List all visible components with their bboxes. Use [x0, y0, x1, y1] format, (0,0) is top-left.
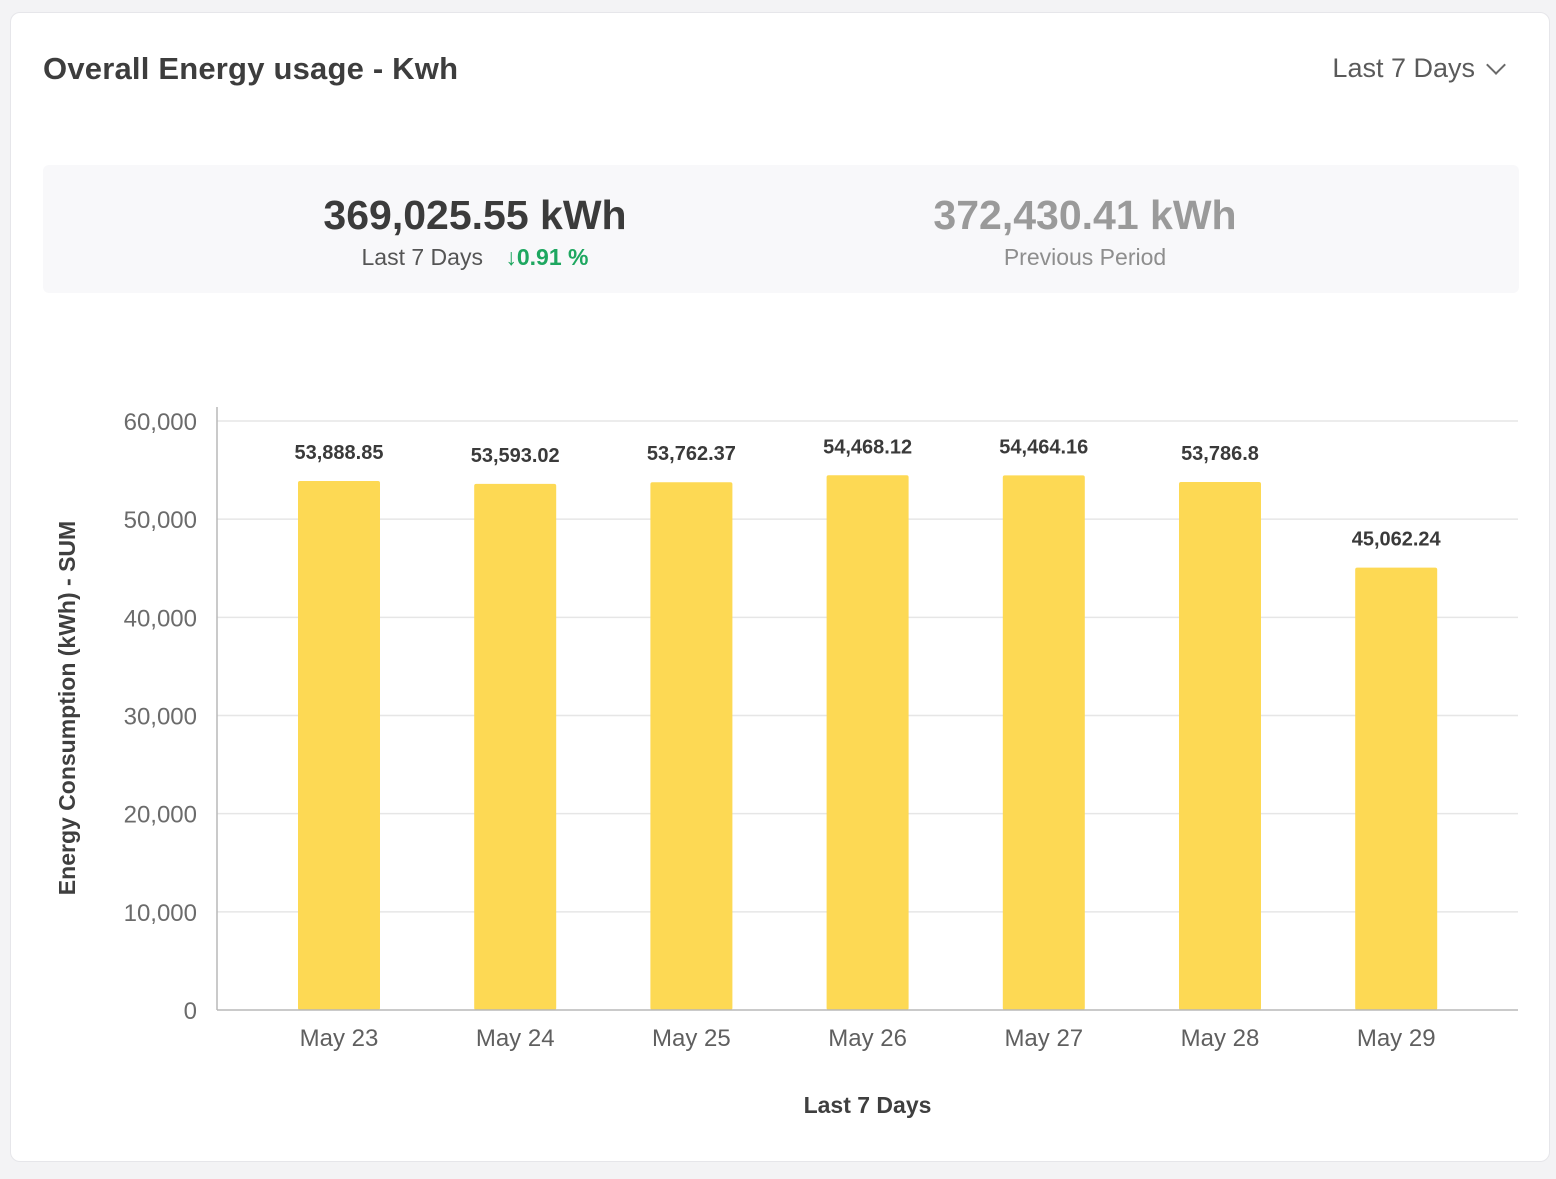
x-tick-labels: May 23 May 24 May 25 May 26 May 27 May 28 May … — [300, 1025, 1436, 1052]
bar[interactable] — [474, 483, 557, 1011]
bar-value-label: 54,468.12 — [823, 436, 912, 458]
x-tick-label: May 25 — [652, 1025, 731, 1052]
bar-value-label: 53,593.02 — [471, 445, 560, 467]
current-period-metric: 369,025.55 kWh Last 7 Days ↓0.91 % — [175, 191, 775, 273]
y-tick-label: 30,000 — [124, 704, 197, 731]
y-tick-labels: 0 10,000 20,000 30,000 40,000 50,000 60,000 — [124, 409, 197, 1025]
x-axis-label: Last 7 Days — [804, 1092, 932, 1118]
y-tick-label: 0 — [184, 998, 197, 1025]
y-tick-label: 60,000 — [124, 409, 197, 436]
previous-period-value: 372,430.41 kWh — [933, 192, 1237, 238]
current-period-value: 369,025.55 kWh — [323, 192, 627, 238]
bar[interactable] — [1355, 567, 1438, 1010]
bar-value-label: 45,062.24 — [1352, 529, 1442, 551]
current-period-label: Last 7 Days — [361, 244, 483, 270]
bar[interactable] — [1002, 475, 1085, 1010]
bar-value-label: 54,464.16 — [999, 436, 1088, 458]
y-tick-label: 40,000 — [124, 605, 197, 632]
x-tick-label: May 27 — [1004, 1025, 1083, 1052]
card-title: Overall Energy usage - Kwh — [43, 51, 459, 86]
bar-value-labels: 53,888.85 53,593.02 53,762.37 54,468.12 54,4… — [295, 436, 1442, 550]
bar[interactable] — [1179, 481, 1261, 1010]
period-selector-value: Last 7 Days — [1332, 53, 1475, 83]
summary-panel: 369,025.55 kWh Last 7 Days ↓0.91 % 372,4… — [43, 165, 1519, 293]
x-tick-label: May 28 — [1181, 1025, 1260, 1052]
x-tick-label: May 29 — [1357, 1025, 1436, 1052]
previous-period-metric: 372,430.41 kWh Previous Period — [785, 191, 1385, 273]
bar[interactable] — [826, 475, 909, 1010]
change-percent: 0.91 % — [516, 244, 589, 270]
y-tick-label: 10,000 — [124, 900, 197, 927]
bar-value-label: 53,888.85 — [295, 442, 384, 464]
x-tick-label: May 24 — [476, 1025, 555, 1052]
x-tick-label: May 23 — [300, 1025, 379, 1052]
arrow-down-icon: ↓ — [505, 244, 517, 270]
bars — [298, 475, 1438, 1011]
bar-value-label: 53,762.37 — [647, 443, 736, 465]
energy-usage-card: Overall Energy usage - Kwh Last 7 Days 3… — [10, 12, 1550, 1162]
y-tick-label: 50,000 — [124, 507, 197, 534]
x-tick-label: May 26 — [828, 1025, 907, 1052]
bar-value-label: 53,786.8 — [1181, 443, 1259, 465]
bar[interactable] — [298, 480, 380, 1011]
change-badge: ↓0.91 % — [505, 244, 588, 270]
bar[interactable] — [650, 482, 733, 1010]
period-selector-dropdown[interactable]: Last 7 Days — [1332, 53, 1506, 84]
y-tick-label: 20,000 — [124, 802, 197, 829]
y-axis-label: Energy Consumption (kWh) - SUM — [54, 521, 80, 895]
previous-period-label: Previous Period — [1003, 244, 1167, 270]
